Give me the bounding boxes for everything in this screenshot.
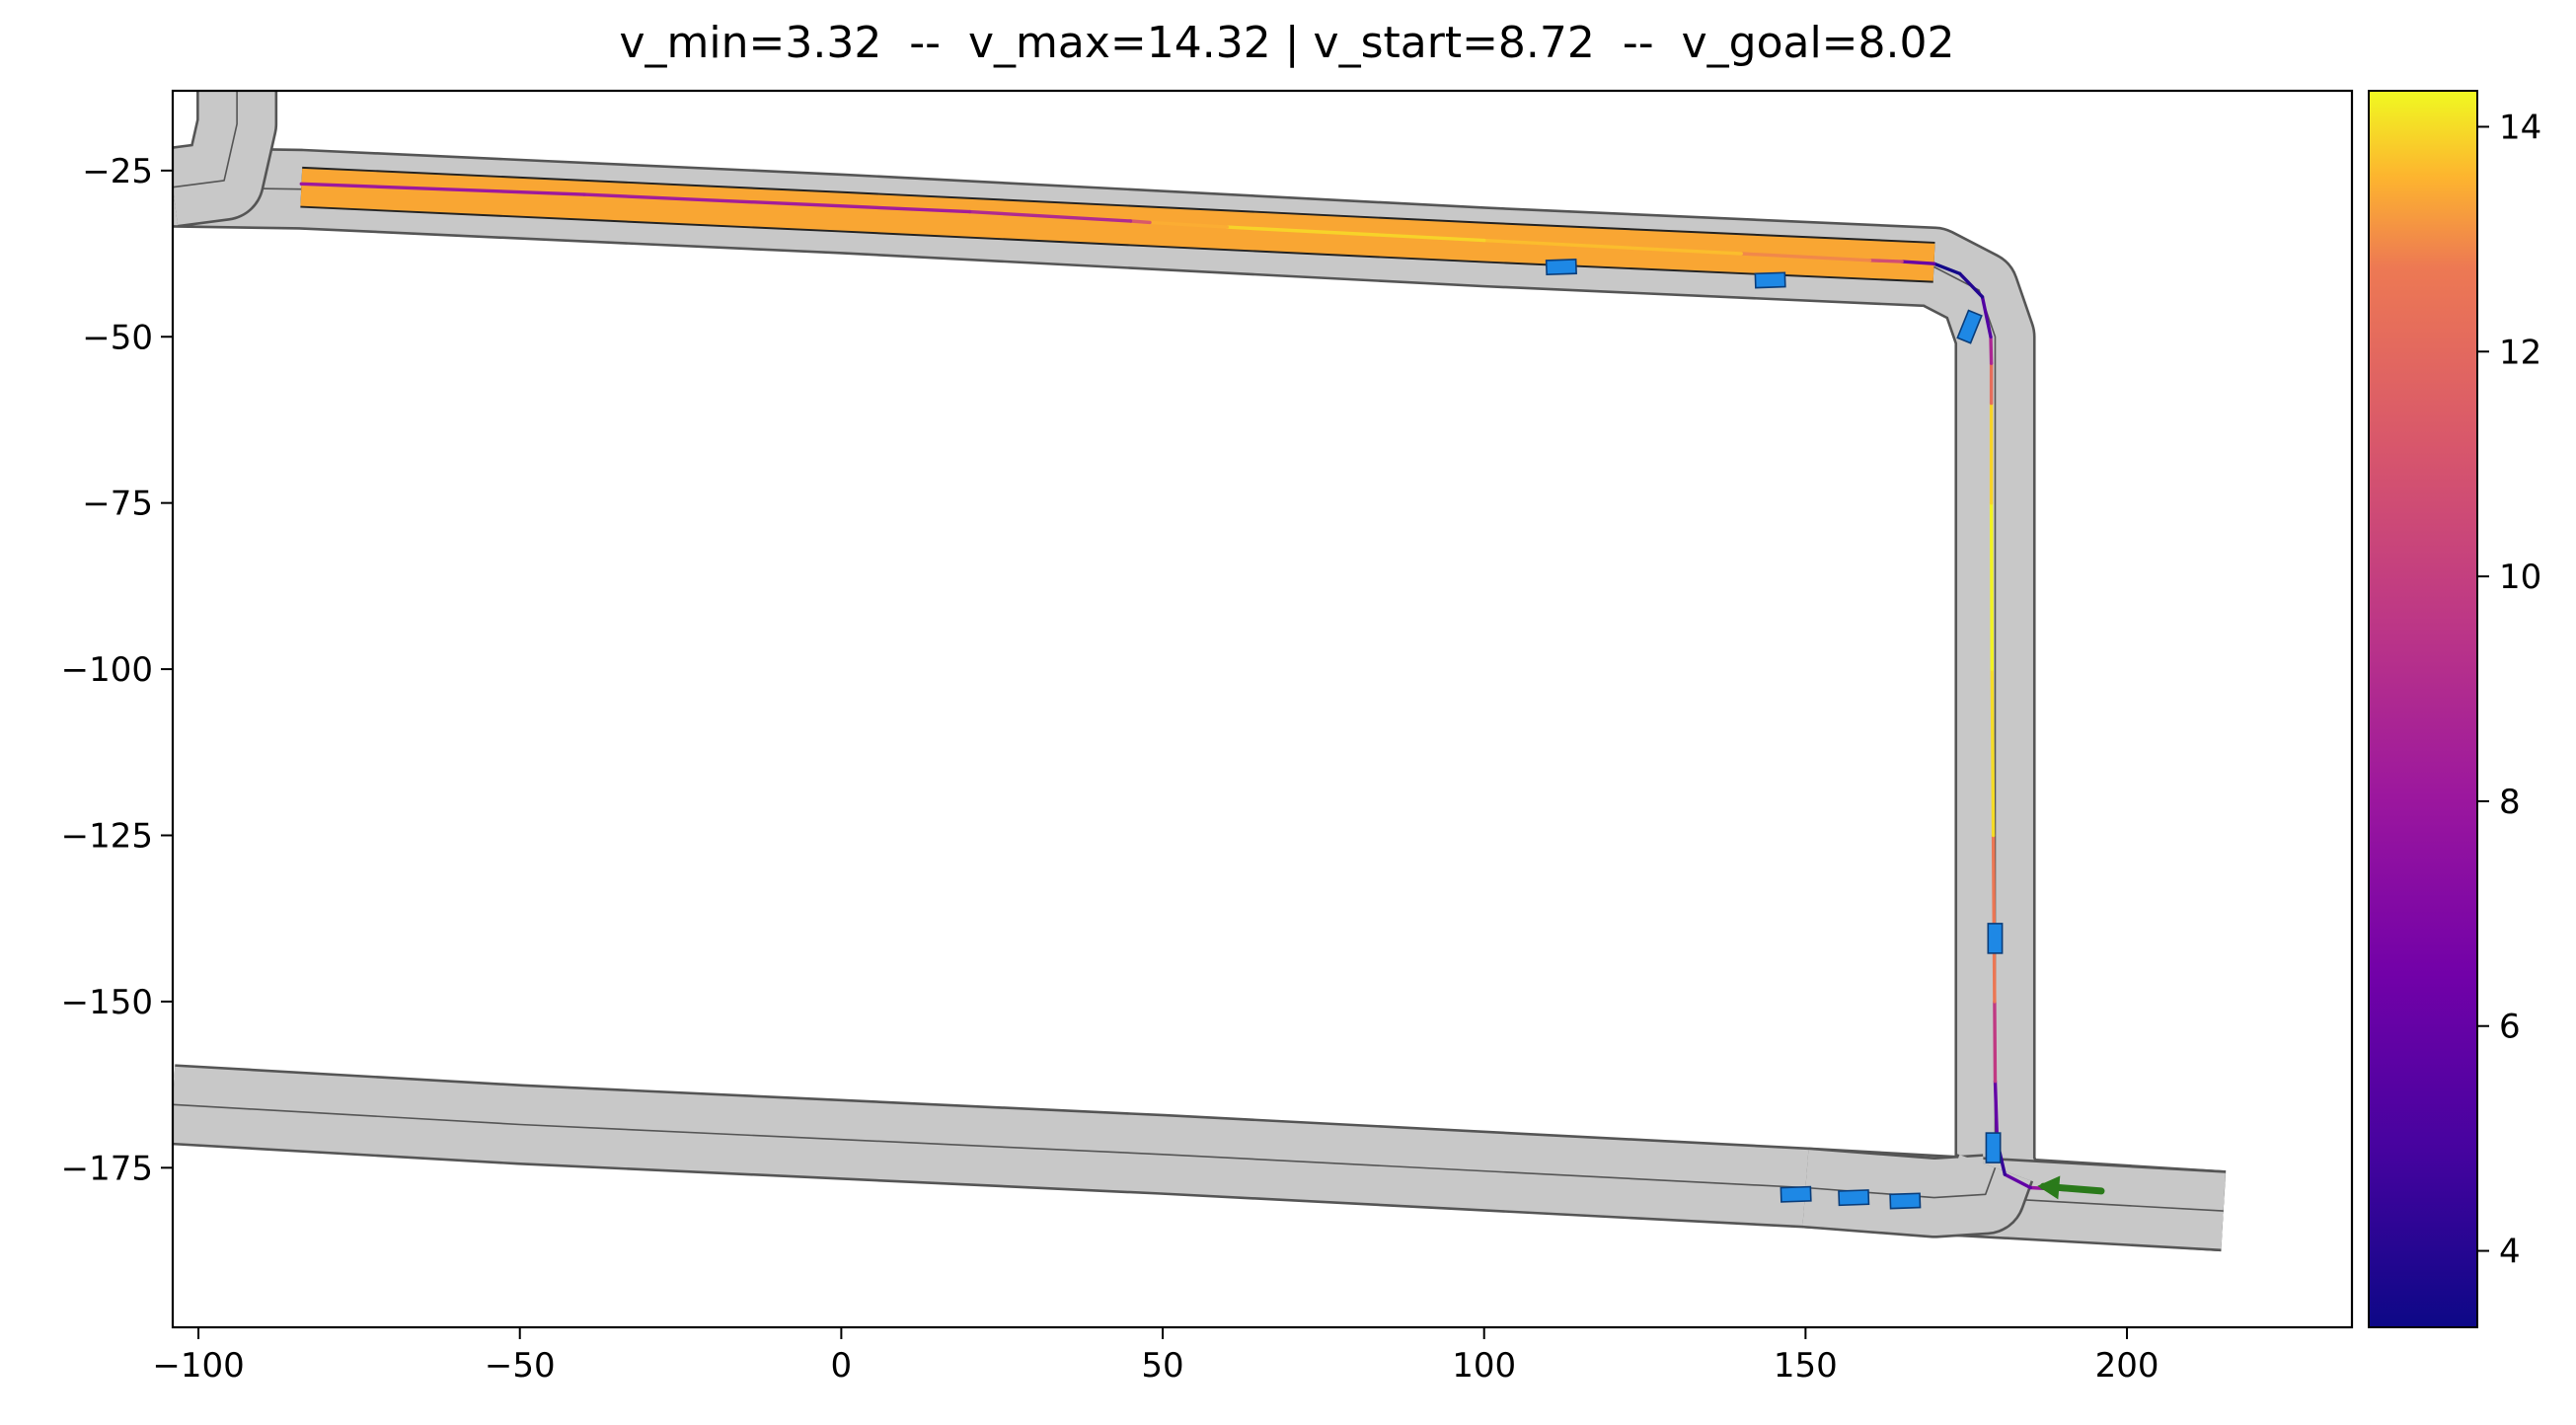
trajectory-segment <box>1993 1000 1998 1084</box>
trajectory-segment <box>1989 501 1995 671</box>
upper-road-edge <box>173 146 2227 1252</box>
upper-left-branch <box>173 91 275 225</box>
x-tick-label: −50 <box>485 1346 556 1386</box>
colorbar-ticks: 4 6 8 10 12 14 <box>2477 108 2541 1272</box>
vehicle <box>1985 1132 2002 1163</box>
trajectory-segment <box>1991 833 1997 1004</box>
x-tick-label: −100 <box>152 1346 244 1386</box>
x-tick-label: 100 <box>1452 1346 1516 1386</box>
trajectory-segment <box>2003 1172 2033 1190</box>
y-tick-label: −150 <box>61 983 153 1022</box>
y-tick-label: −75 <box>82 485 153 524</box>
colorbar-tick-label: 10 <box>2499 558 2541 597</box>
trajectory-segment <box>1957 271 1985 299</box>
axes-frame <box>171 89 2354 1329</box>
road-network <box>173 91 2227 1252</box>
vehicle <box>1838 1189 1870 1207</box>
trajectory-segment <box>1128 219 1152 225</box>
trajectory-segment <box>1980 295 1993 338</box>
colorbar-gradient <box>2368 90 2478 1328</box>
colorbar-tick-label: 14 <box>2499 108 2541 147</box>
x-tick-label: 150 <box>1774 1346 1838 1386</box>
vehicle <box>1956 309 1983 344</box>
right-junction-branch <box>1802 1150 2031 1237</box>
goal-arrow-head <box>2037 1175 2061 1200</box>
colorbar: 4 6 8 10 12 14 <box>2368 90 2541 1328</box>
trajectory-segment <box>1990 667 1996 838</box>
vehicle <box>1780 1185 1812 1203</box>
trajectory-segment <box>582 192 972 214</box>
y-tick-label: −25 <box>82 152 153 191</box>
upper-road <box>173 149 2227 1249</box>
colorbar-tick-label: 12 <box>2499 333 2541 372</box>
vehicle <box>1889 1192 1922 1210</box>
colorbar-tick-label: 4 <box>2499 1233 2521 1272</box>
velocity-trajectory <box>299 182 2090 1193</box>
y-tick-label: −100 <box>61 650 153 690</box>
colorbar-tick-label: 6 <box>2499 1008 2521 1047</box>
trajectory-segment <box>1481 238 1743 256</box>
chart-title: v_min=3.32 -- v_max=14.32 | v_start=8.72… <box>619 18 1955 68</box>
vehicle <box>1987 923 2004 954</box>
trajectory-segment <box>299 182 586 196</box>
trajectory-segment <box>1932 262 1962 275</box>
trajectory-segment <box>1739 252 1872 262</box>
colorbar-tick-label: 8 <box>2499 783 2521 822</box>
plot-area <box>173 91 2227 1252</box>
vehicles <box>1545 259 2004 1210</box>
y-tick-label: −50 <box>82 318 153 357</box>
x-axis-ticks: −100 −50 0 50 100 150 200 <box>152 1327 2159 1386</box>
trajectory-segment <box>1900 260 1936 265</box>
x-tick-label: 50 <box>1141 1346 1183 1386</box>
vehicle <box>1754 271 1786 289</box>
trajectory-segment <box>1867 259 1904 263</box>
x-tick-label: 0 <box>831 1346 853 1386</box>
vehicle <box>1545 259 1577 276</box>
trajectory-segment <box>1989 335 1994 365</box>
x-tick-label: 200 <box>2095 1346 2159 1386</box>
trajectory-segment <box>1148 220 1229 229</box>
trajectory-segment <box>1993 1079 2000 1144</box>
right-junction-branch-centerline <box>1805 1167 1997 1199</box>
y-tick-label: −175 <box>61 1149 153 1188</box>
goal-arrow <box>2037 1175 2105 1200</box>
upper-road-centerline <box>173 186 2224 1212</box>
y-axis-ticks: −25 −50 −75 −100 −125 −150 −175 <box>61 152 173 1188</box>
trajectory-segment <box>1225 225 1486 243</box>
upper-left-branch-centerline <box>173 91 238 188</box>
trajectory-segment <box>967 209 1133 223</box>
y-tick-label: −125 <box>61 816 153 856</box>
